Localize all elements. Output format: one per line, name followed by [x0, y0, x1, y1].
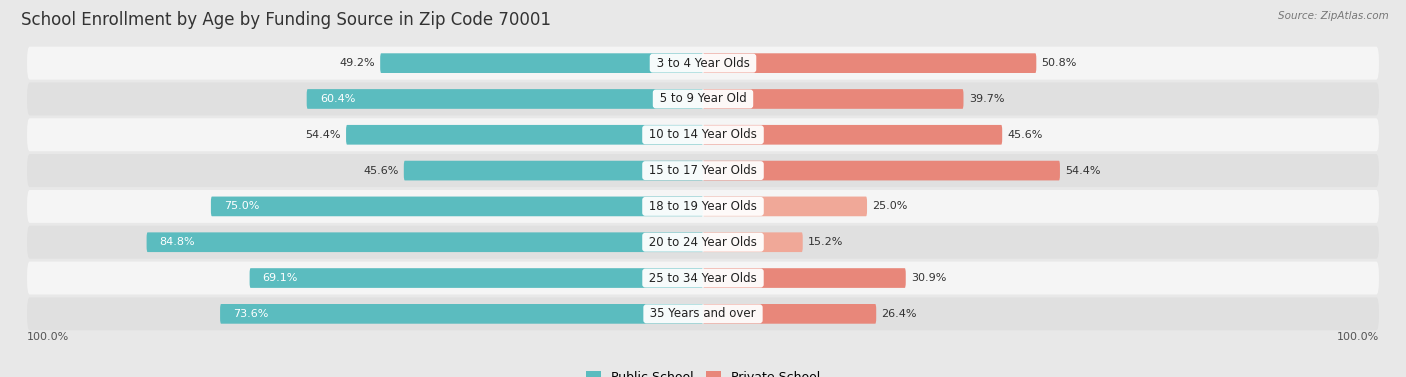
FancyBboxPatch shape: [703, 196, 868, 216]
Text: 84.8%: 84.8%: [160, 237, 195, 247]
FancyBboxPatch shape: [703, 232, 803, 252]
Text: 39.7%: 39.7%: [969, 94, 1004, 104]
Text: 20 to 24 Year Olds: 20 to 24 Year Olds: [645, 236, 761, 249]
FancyBboxPatch shape: [27, 297, 1379, 330]
FancyBboxPatch shape: [703, 53, 1036, 73]
Text: 15.2%: 15.2%: [808, 237, 844, 247]
FancyBboxPatch shape: [27, 83, 1379, 115]
FancyBboxPatch shape: [703, 304, 876, 324]
Text: 69.1%: 69.1%: [263, 273, 298, 283]
Text: 25 to 34 Year Olds: 25 to 34 Year Olds: [645, 271, 761, 285]
FancyBboxPatch shape: [27, 154, 1379, 187]
FancyBboxPatch shape: [380, 53, 703, 73]
FancyBboxPatch shape: [703, 161, 1060, 181]
FancyBboxPatch shape: [307, 89, 703, 109]
FancyBboxPatch shape: [211, 196, 703, 216]
FancyBboxPatch shape: [146, 232, 703, 252]
FancyBboxPatch shape: [27, 226, 1379, 259]
FancyBboxPatch shape: [346, 125, 703, 145]
FancyBboxPatch shape: [27, 47, 1379, 80]
Text: 75.0%: 75.0%: [224, 201, 259, 211]
Text: 50.8%: 50.8%: [1042, 58, 1077, 68]
Text: 15 to 17 Year Olds: 15 to 17 Year Olds: [645, 164, 761, 177]
Text: 54.4%: 54.4%: [1066, 166, 1101, 176]
Text: 18 to 19 Year Olds: 18 to 19 Year Olds: [645, 200, 761, 213]
Text: School Enrollment by Age by Funding Source in Zip Code 70001: School Enrollment by Age by Funding Sour…: [21, 11, 551, 29]
Text: 100.0%: 100.0%: [1337, 332, 1379, 342]
Text: 5 to 9 Year Old: 5 to 9 Year Old: [655, 92, 751, 106]
FancyBboxPatch shape: [27, 190, 1379, 223]
Text: 73.6%: 73.6%: [233, 309, 269, 319]
Text: 100.0%: 100.0%: [27, 332, 69, 342]
FancyBboxPatch shape: [27, 118, 1379, 151]
FancyBboxPatch shape: [703, 125, 1002, 145]
FancyBboxPatch shape: [221, 304, 703, 324]
Text: 45.6%: 45.6%: [363, 166, 398, 176]
Text: 10 to 14 Year Olds: 10 to 14 Year Olds: [645, 128, 761, 141]
FancyBboxPatch shape: [27, 262, 1379, 294]
Text: 54.4%: 54.4%: [305, 130, 340, 140]
Text: 35 Years and over: 35 Years and over: [647, 307, 759, 320]
Text: 45.6%: 45.6%: [1008, 130, 1043, 140]
FancyBboxPatch shape: [404, 161, 703, 181]
Text: 3 to 4 Year Olds: 3 to 4 Year Olds: [652, 57, 754, 70]
Text: Source: ZipAtlas.com: Source: ZipAtlas.com: [1278, 11, 1389, 21]
Legend: Public School, Private School: Public School, Private School: [581, 366, 825, 377]
Text: 30.9%: 30.9%: [911, 273, 946, 283]
Text: 26.4%: 26.4%: [882, 309, 917, 319]
Text: 25.0%: 25.0%: [872, 201, 908, 211]
FancyBboxPatch shape: [703, 89, 963, 109]
FancyBboxPatch shape: [250, 268, 703, 288]
Text: 60.4%: 60.4%: [319, 94, 356, 104]
FancyBboxPatch shape: [703, 268, 905, 288]
Text: 49.2%: 49.2%: [339, 58, 375, 68]
